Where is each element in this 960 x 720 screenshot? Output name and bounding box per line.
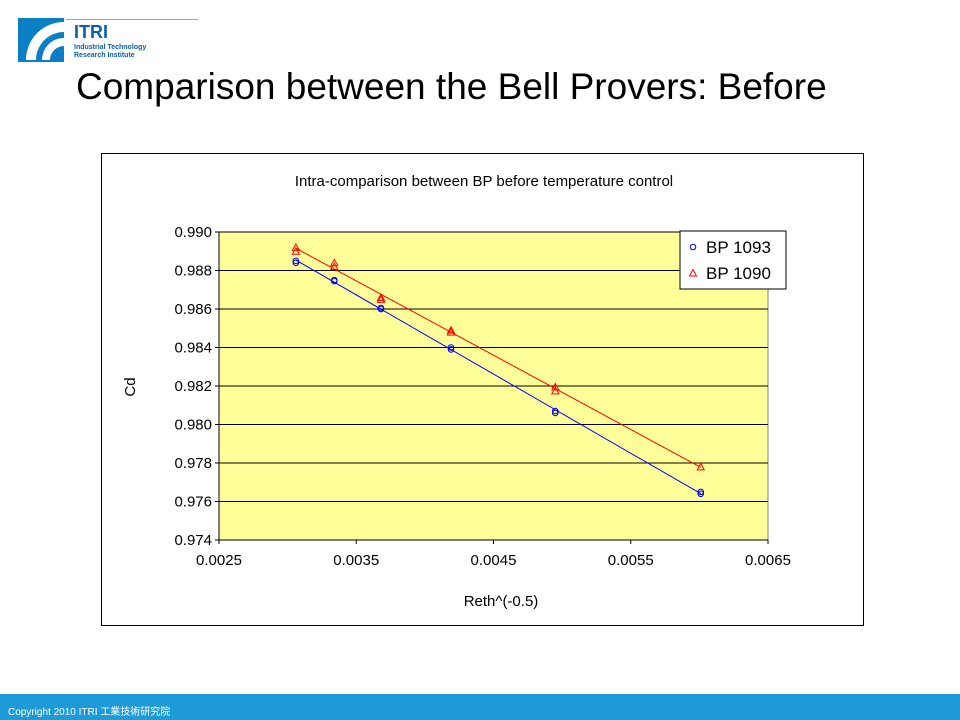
y-tick-label-8: 0.990 [174,224,212,241]
legend: BP 1093 BP 1090 [679,230,787,290]
itri-logo [18,18,198,62]
scatter-chart: Intra-comparison between BP before tempe… [122,173,791,610]
y-axis-ticks: 0.974 0.976 0.978 0.980 0.982 0.984 0.986 0.988… [174,224,219,549]
footer-copyright: Copyright 2010 ITRI 工業技術研究院 [8,707,171,718]
x-axis-ticks: 0.0025 0.0035 0.0045 0.0055 0.0065 [196,232,791,569]
y-tick-label-2: 0.978 [174,455,212,472]
footer-bar: Copyright 2010 ITRI 工業技術研究院 [0,694,960,720]
y-tick-label-6: 0.986 [174,301,212,318]
y-tick-label-7: 0.988 [174,263,212,280]
x-tick-label-3: 0.0055 [608,552,654,569]
legend-marker-1 [688,268,698,277]
y-tick-label-4: 0.982 [174,378,212,395]
data-point-series-1-1 [291,246,301,255]
x-tick-label-0: 0.0025 [196,552,242,569]
chart-title: Intra-comparison between BP before tempe… [295,173,673,190]
data-point-series-1-2 [329,258,339,267]
logo-subtitle-line1: Industrial Technology [74,44,147,51]
data-point-series-0-9 [551,409,559,417]
data-point-series-0-7 [447,346,455,353]
logo-subtitle-line2: Research Institute [74,52,135,59]
x-axis-label: Reth^(-0.5) [464,593,539,610]
data-point-series-0-5 [377,305,385,313]
x-tick-label-1: 0.0035 [333,552,379,569]
trendlines [295,247,701,495]
data-point-series-0-3 [330,277,338,285]
data-point-series-1-0 [291,242,301,251]
data-point-series-1-9 [550,386,560,395]
data-point-series-0-8 [551,407,559,415]
legend-label-0: BP 1093 [706,238,771,257]
data-point-series-1-3 [329,262,339,271]
logo-name: ITRI [74,22,108,42]
data-point-series-1-6 [446,325,456,334]
data-point-series-0-1 [292,259,300,267]
data-points [291,242,706,498]
logo-subtitle: Industrial Technology Research Institute [74,44,146,60]
y-tick-label-0: 0.974 [174,532,212,549]
data-point-series-0-11 [697,490,705,498]
legend-label-1: BP 1090 [706,264,771,283]
chart-frame: Intra-comparison between BP before tempe… [101,153,864,626]
slide-title: Comparison between the Bell Provers: Bef… [76,66,827,107]
data-point-series-1-5 [376,294,386,303]
data-point-series-0-10 [697,488,705,496]
x-tick-label-2: 0.0045 [471,552,517,569]
data-point-series-0-0 [292,257,300,265]
itri-logo-mark [18,18,64,62]
y-tick-label-1: 0.976 [174,494,212,511]
legend-box [679,230,787,290]
data-point-series-1-7 [446,327,456,336]
data-point-series-1-8 [550,382,560,391]
y-axis-label: Cd [122,377,139,396]
y-tick-label-5: 0.984 [174,340,212,357]
data-point-series-0-6 [447,344,455,351]
x-tick-label-4: 0.0065 [745,552,791,569]
legend-marker-0 [689,243,697,251]
data-point-series-1-4 [376,292,386,301]
trendline-series-1 [295,247,701,468]
logo-divider [66,19,198,20]
y-tick-label-3: 0.980 [174,417,212,434]
trendline-series-0 [295,259,701,495]
data-point-series-1-10 [696,462,706,471]
